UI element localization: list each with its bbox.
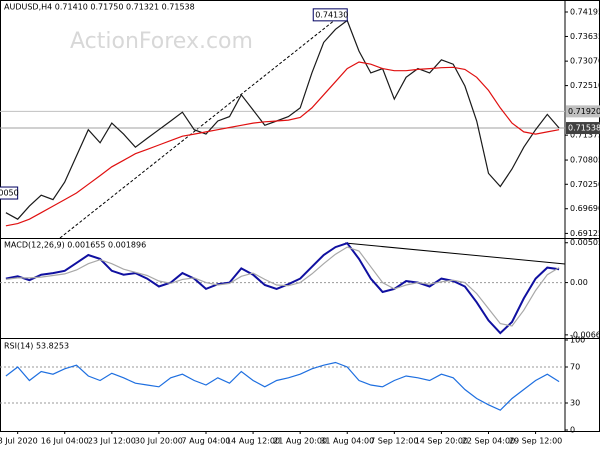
series-line	[5, 61, 560, 227]
x-tick-label: 21 Aug 20:00	[273, 437, 327, 446]
y-tick-label: 0.73070	[570, 57, 600, 66]
x-tick-label: 14 Sep 20:00	[415, 437, 468, 446]
y-tick-label: 0.69125	[570, 229, 600, 238]
watermark: ActionForex.com	[70, 29, 253, 54]
trend-line	[59, 11, 346, 239]
x-tick-label: 7 Sep 12:00	[370, 437, 418, 446]
y-tick-label: 0	[570, 426, 575, 435]
y-tick-label: -0.006629	[570, 330, 600, 339]
x-tick-label: 14 Aug 12:00	[226, 437, 280, 446]
y-tick-label: 0.70250	[570, 180, 600, 189]
series-line	[5, 246, 560, 327]
level-label: 0.71920	[568, 107, 600, 116]
y-tick-label: 0.74195	[570, 8, 600, 17]
y-tick-label: 0.71375	[570, 131, 600, 140]
series-line	[5, 19, 560, 220]
level-box	[566, 122, 600, 135]
series-line	[5, 361, 560, 411]
x-tick-label: 22 Sep 04:00	[462, 437, 515, 446]
y-tick-label: 100	[570, 336, 585, 345]
level-box	[566, 105, 600, 118]
x-tick-label: 8 Jul 2020	[0, 437, 38, 446]
y-tick-label: 0.005052	[570, 238, 600, 247]
y-tick-label: 0.70805	[570, 156, 600, 165]
annotation-label: 0.74130	[315, 10, 348, 19]
y-tick-label: 0.73635	[570, 32, 600, 41]
rsi-title: RSI(14) 53.8253	[4, 342, 69, 351]
x-tick-label: 31 Aug 04:00	[320, 437, 374, 446]
x-tick-label: 30 Jul 20:00	[135, 437, 183, 446]
annotation-box	[0, 186, 19, 200]
x-tick-label: 29 Sep 12:00	[509, 437, 562, 446]
y-tick-label: 30	[570, 399, 580, 408]
annotation-box	[312, 8, 348, 22]
y-tick-label: 0.69690	[570, 204, 600, 213]
x-tick-label: 23 Jul 12:00	[88, 437, 136, 446]
x-tick-label: 7 Aug 04:00	[182, 437, 231, 446]
annotation-label: 0.70050	[0, 189, 19, 198]
y-tick-label: 70	[570, 363, 580, 372]
level-label: 0.71538	[568, 124, 600, 133]
y-tick-label: 0.00	[570, 278, 588, 287]
x-tick-label: 16 Jul 04:00	[41, 437, 89, 446]
macd-trend-line	[344, 242, 566, 265]
macd-title: MACD(12,26,9) 0.001655 0.001896	[4, 241, 146, 250]
series-line	[5, 242, 560, 335]
y-tick-label: 0.72510	[570, 81, 600, 90]
price-title: AUDUSD,H4 0.71410 0.71750 0.71321 0.7153…	[4, 3, 195, 12]
